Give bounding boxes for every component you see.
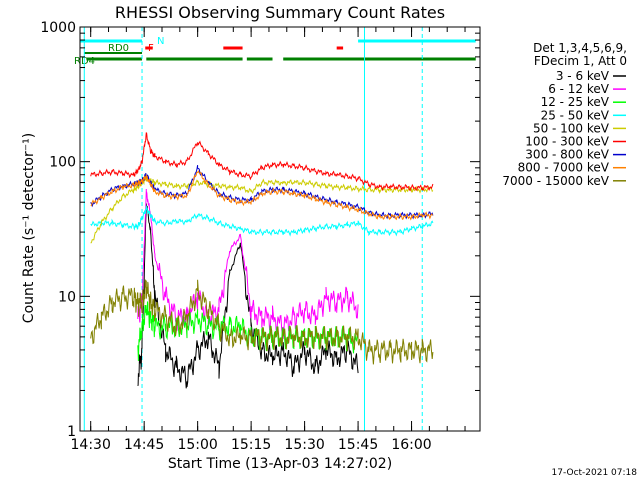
legend: Det 1,3,4,5,6,9,FDecim 1, Att 03 - 6 keV…: [502, 41, 627, 188]
series-layer: [90, 132, 434, 389]
legend-header: Det 1,3,4,5,6,9,: [533, 41, 627, 55]
y-tick-label: 1000: [40, 20, 76, 36]
x-axis-label: Start Time (13-Apr-03 14:27:02): [168, 456, 392, 472]
legend-entry-label: 25 - 50 keV: [541, 108, 610, 122]
x-tick-label: 15:15: [231, 437, 271, 453]
series-line: [90, 205, 434, 237]
legend-header: FDecim 1, Att 0: [534, 54, 627, 68]
series-line: [90, 170, 434, 221]
legend-entry-label: 7000 - 15000 keV: [502, 174, 609, 188]
series-line: [137, 203, 359, 389]
series-line: [90, 279, 434, 365]
flag-label: RD0: [108, 43, 129, 54]
flags-layer: NFRD0RD4: [74, 36, 476, 67]
legend-entry-label: 300 - 800 keV: [525, 148, 609, 162]
y-axis-label: Count Rate (s⁻¹ detector⁻¹): [21, 133, 37, 323]
legend-entry-label: 50 - 100 keV: [533, 121, 610, 135]
x-tick-label: 15:00: [177, 437, 217, 453]
chart-title: RHESSI Observing Summary Count Rates: [115, 3, 445, 22]
series-line: [90, 132, 434, 192]
legend-entry-label: 100 - 300 keV: [525, 135, 609, 149]
x-tick-label: 15:30: [284, 437, 324, 453]
series-line: [90, 165, 434, 220]
x-axis: 14:30 14:45 15:00 15:15 15:30 15:45 16:00: [71, 27, 466, 453]
x-tick-label: 14:45: [124, 437, 164, 453]
footer-timestamp: 17-Oct-2021 07:18: [552, 468, 638, 478]
flag-label: N: [157, 36, 164, 47]
legend-entry-label: 6 - 12 keV: [548, 82, 610, 96]
y-tick-label: 10: [58, 289, 76, 305]
series-line: [137, 301, 359, 362]
plot-frame: [79, 26, 481, 432]
y-tick-label: 100: [49, 155, 76, 171]
flag-label: F: [148, 43, 154, 54]
vertical-lines-layer: [83, 27, 423, 431]
y-axis: 1 10 100 1000: [40, 20, 480, 440]
y-tick-label: 1: [67, 424, 76, 440]
x-tick-label: 15:45: [338, 437, 378, 453]
legend-entry-label: 3 - 6 keV: [556, 69, 610, 83]
legend-entry-label: 800 - 7000 keV: [518, 161, 610, 175]
x-tick-label: 14:30: [71, 437, 111, 453]
x-tick-label: 16:00: [391, 437, 431, 453]
series-line: [137, 188, 359, 339]
legend-entry-label: 12 - 25 keV: [541, 95, 610, 109]
